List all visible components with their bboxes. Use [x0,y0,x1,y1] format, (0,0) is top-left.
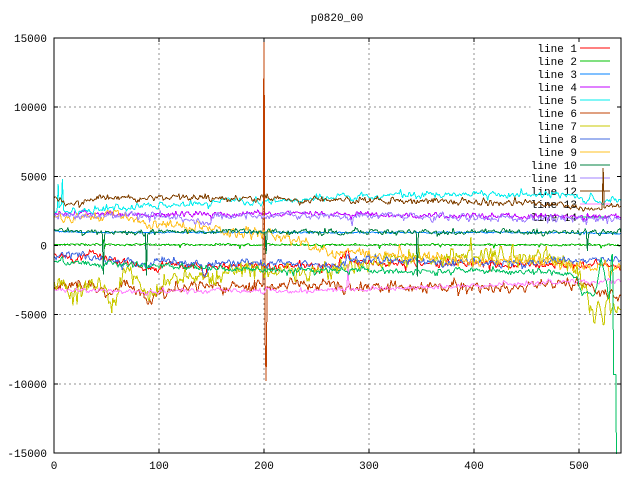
legend-label-5: line 5 [537,96,577,108]
axis-tick-labels: 0 100 200 300 400 500 -15000 -10000 -5000 0 5000 10… [7,34,589,473]
legend-item-13: line 13 [531,200,610,212]
y-tick-label--10000: -10000 [7,380,47,392]
chart-title: p0820_00 [311,13,364,25]
legend-label-9: line 9 [537,148,577,160]
legend-item-5: line 5 [537,96,610,108]
legend-item-1: line 1 [537,44,610,56]
legend-item-6: line 6 [537,109,610,121]
series-line-9 [54,209,622,278]
series-line-12 [54,168,622,212]
legend-item-9: line 9 [537,148,610,160]
legend-label-4: line 4 [537,83,577,95]
x-tick-label-500: 500 [569,461,589,473]
series-line-6 [54,38,622,382]
y-tick-label-0: 0 [40,242,47,254]
y-tick-label--5000: -5000 [14,311,47,323]
legend-item-4: line 4 [537,83,610,95]
legend-label-11: line 11 [531,174,578,186]
legend-label-7: line 7 [537,122,577,134]
series-line-14 [54,253,617,454]
x-tick-label-100: 100 [149,461,169,473]
x-tick-label-300: 300 [359,461,379,473]
series-line-13 [54,263,622,296]
legend-item-7: line 7 [537,122,610,134]
legend-item-3: line 3 [537,70,610,82]
legend-label-8: line 8 [537,135,577,147]
series-line-10 [54,227,622,277]
y-tick-label--15000: -15000 [7,449,47,461]
legend-label-10: line 10 [531,161,577,173]
series-line-11 [54,210,622,227]
x-tick-label-400: 400 [464,461,484,473]
legend-label-3: line 3 [537,70,577,82]
series-line-8 [54,251,622,278]
y-tick-label-15000: 15000 [14,34,47,46]
legend-item-2: line 2 [537,57,610,69]
y-tick-label-5000: 5000 [21,172,47,184]
data-series [54,38,622,454]
legend-label-1: line 1 [537,44,577,56]
legend-item-11: line 11 [531,174,610,186]
series-line-5 [54,178,622,216]
grid-lines [54,38,621,453]
x-tick-label-0: 0 [51,461,58,473]
y-tick-label-10000: 10000 [14,103,47,115]
legend-background [530,41,621,224]
series-line-2 [54,239,622,250]
axes [53,37,622,454]
legend-label-2: line 2 [537,57,577,69]
legend-item-8: line 8 [537,135,610,147]
legend-label-6: line 6 [537,109,577,121]
x-tick-label-200: 200 [254,461,274,473]
legend-item-10: line 10 [531,161,610,173]
legend-label-13: line 13 [531,200,577,212]
